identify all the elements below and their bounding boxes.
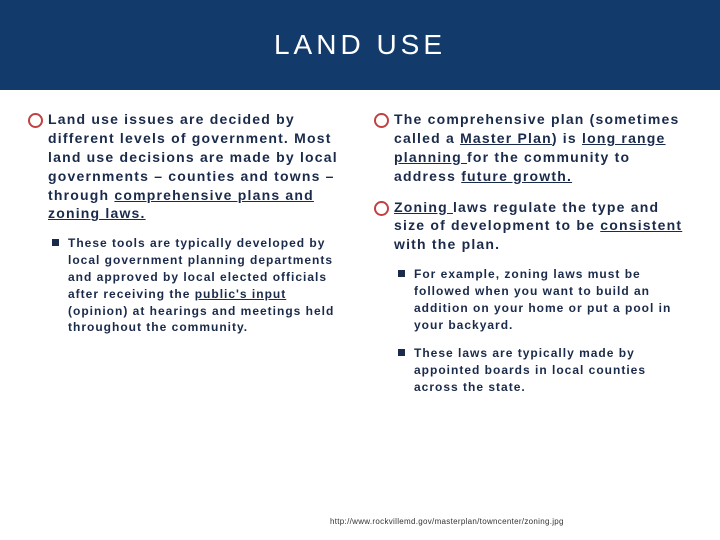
title-bar: LAND USE (0, 0, 720, 90)
footer-url: http://www.rockvillemd.gov/masterplan/to… (330, 517, 690, 526)
text-run: ) is (552, 130, 582, 146)
text-run: These laws are typically made by appoint… (414, 346, 646, 394)
underline-run: Zoning (394, 199, 453, 215)
right-column: The comprehensive plan (sometimes called… (374, 110, 692, 520)
underline-run: Master Plan (460, 130, 552, 146)
text-run: (opinion) at hearings and meetings held … (68, 304, 334, 335)
underline-run: consistent (600, 217, 682, 233)
subbullet-zoning-example: For example, zoning laws must be followe… (398, 266, 692, 333)
underline-run: public's input (195, 287, 287, 301)
slide-body: Land use issues are decided by different… (0, 90, 720, 540)
footer: http://www.rockvillemd.gov/masterplan/to… (30, 517, 690, 526)
subbullet-appointed-boards: These laws are typically made by appoint… (398, 345, 692, 395)
text-run: For example, zoning laws must be followe… (414, 267, 671, 331)
underline-run: future growth. (461, 168, 572, 184)
text-run: with the plan. (394, 236, 500, 252)
slide-title: LAND USE (274, 29, 446, 61)
left-column: Land use issues are decided by different… (28, 110, 346, 520)
slide: LAND USE Land use issues are decided by … (0, 0, 720, 540)
bullet-zoning-laws: Zoning laws regulate the type and size o… (374, 198, 692, 255)
bullet-land-use-issues: Land use issues are decided by different… (28, 110, 346, 223)
subbullet-tools-developed: These tools are typically developed by l… (52, 235, 346, 336)
bullet-comprehensive-plan: The comprehensive plan (sometimes called… (374, 110, 692, 186)
